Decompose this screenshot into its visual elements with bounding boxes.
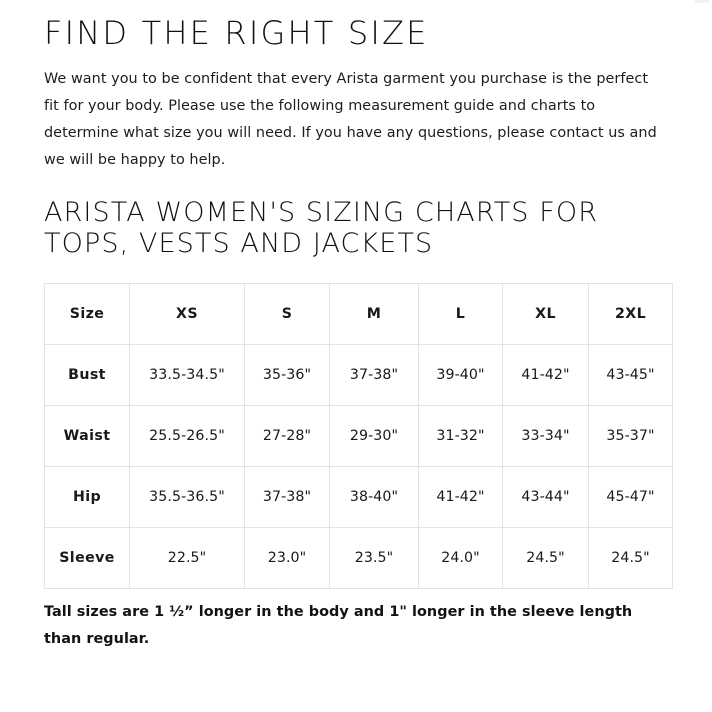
column-header-l: L [418, 282, 503, 345]
cell-bust-m: 37-38" [329, 343, 419, 406]
page-title: FIND THE RIGHT SIZE [44, 14, 429, 52]
column-header-xl: XL [502, 282, 589, 345]
column-header-m: M [329, 282, 419, 345]
cell-waist-2xl: 35-37" [588, 404, 673, 467]
cell-sleeve-s: 23.0" [244, 526, 330, 589]
cell-sleeve-xs: 22.5" [129, 526, 245, 589]
size-chart-table: Size XS S M L XL 2XL Bust 33.5-34.5" 35-… [44, 282, 673, 589]
table-row: Hip 35.5-36.5" 37-38" 38-40" 41-42" 43-4… [44, 465, 673, 528]
cell-hip-s: 37-38" [244, 465, 330, 528]
page-corner-artifact [695, 0, 709, 3]
table-header: Size XS S M L XL 2XL [44, 282, 673, 345]
tall-sizes-note: Tall sizes are 1 ½” longer in the body a… [44, 603, 633, 647]
cell-hip-xl: 43-44" [502, 465, 589, 528]
cell-sleeve-xl: 24.5" [502, 526, 589, 589]
row-label-hip: Hip [44, 465, 130, 528]
cell-hip-xs: 35.5-36.5" [129, 465, 245, 528]
page-content: FIND THE RIGHT SIZE We want you to be co… [44, 0, 673, 653]
table-header-row: Size XS S M L XL 2XL [44, 282, 673, 345]
row-label-waist: Waist [44, 404, 130, 467]
cell-bust-xl: 41-42" [502, 343, 589, 406]
section-title-sizing-charts: ARISTA WOMEN'S SIZING CHARTS FOR TOPS, V… [44, 196, 599, 259]
cell-bust-xs: 33.5-34.5" [129, 343, 245, 406]
cell-sleeve-2xl: 24.5" [588, 526, 673, 589]
column-header-size: Size [44, 282, 130, 345]
cell-waist-s: 27-28" [244, 404, 330, 467]
table-row: Sleeve 22.5" 23.0" 23.5" 24.0" 24.5" 24.… [44, 526, 673, 589]
cell-sleeve-m: 23.5" [329, 526, 419, 589]
row-label-bust: Bust [44, 343, 130, 406]
row-label-sleeve: Sleeve [44, 526, 130, 589]
table-row: Bust 33.5-34.5" 35-36" 37-38" 39-40" 41-… [44, 343, 673, 406]
size-chart-container: Size XS S M L XL 2XL Bust 33.5-34.5" 35-… [44, 259, 673, 589]
intro-paragraph: We want you to be confident that every A… [44, 70, 657, 168]
table-row: Waist 25.5-26.5" 27-28" 29-30" 31-32" 33… [44, 404, 673, 467]
cell-bust-2xl: 43-45" [588, 343, 673, 406]
cell-waist-xl: 33-34" [502, 404, 589, 467]
column-header-s: S [244, 282, 330, 345]
cell-bust-l: 39-40" [418, 343, 503, 406]
cell-waist-m: 29-30" [329, 404, 419, 467]
cell-sleeve-l: 24.0" [418, 526, 503, 589]
cell-hip-l: 41-42" [418, 465, 503, 528]
cell-hip-2xl: 45-47" [588, 465, 673, 528]
cell-waist-l: 31-32" [418, 404, 503, 467]
cell-bust-s: 35-36" [244, 343, 330, 406]
cell-waist-xs: 25.5-26.5" [129, 404, 245, 467]
column-header-xs: XS [129, 282, 245, 345]
table-body: Bust 33.5-34.5" 35-36" 37-38" 39-40" 41-… [44, 343, 673, 589]
column-header-2xl: 2XL [588, 282, 673, 345]
cell-hip-m: 38-40" [329, 465, 419, 528]
